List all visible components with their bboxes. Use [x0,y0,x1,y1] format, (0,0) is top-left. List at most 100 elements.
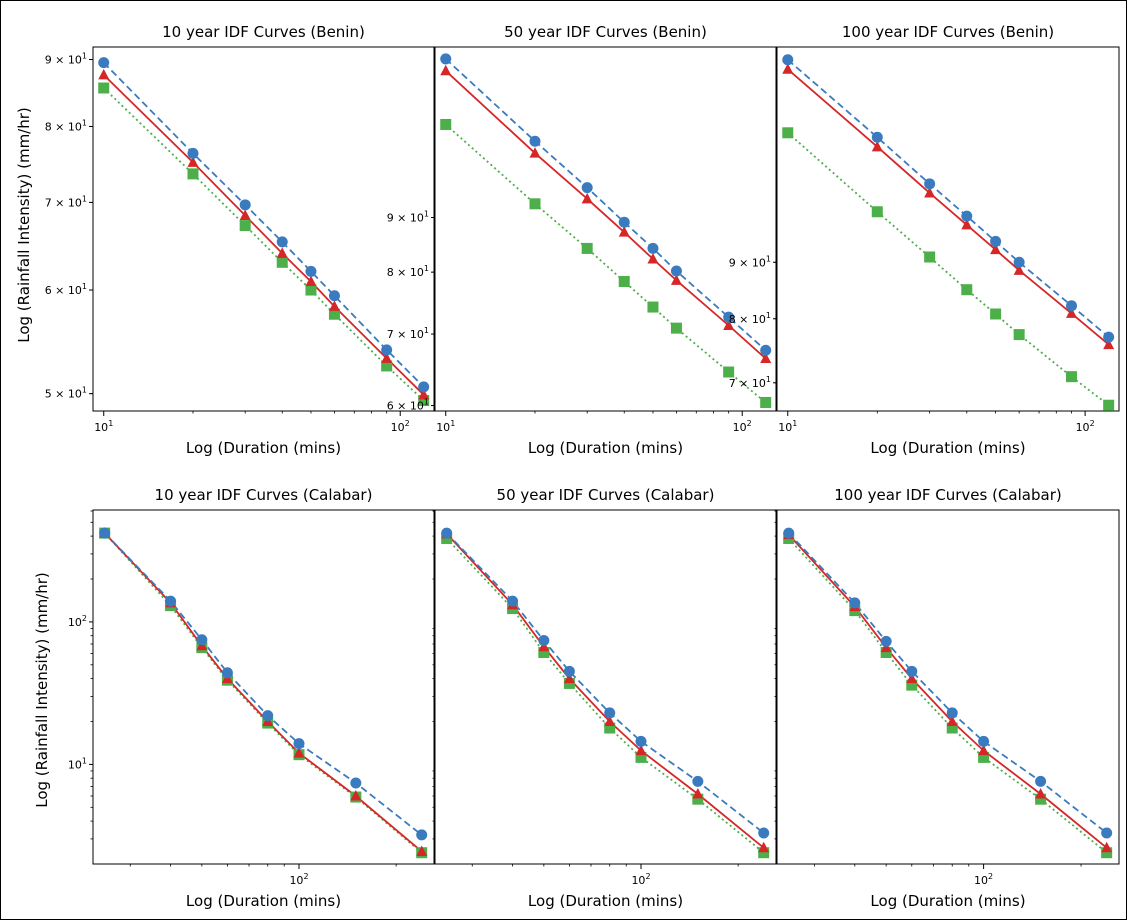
point-circle [647,242,659,254]
series-layer [98,57,430,407]
point-triangle [723,319,735,331]
series-line-square [103,87,425,402]
point-triangle [1101,841,1113,853]
series-line-circle [445,58,767,351]
x-tick-label: 102 [1076,419,1095,434]
subplot-5: 50 year IDF Curves (Calabar) Log (Duratio… [432,486,777,910]
y-tick-label: 8 × 101 [387,264,429,279]
subplot-1: 10 year IDF Curves (Benin) Log (Duration … [45,23,435,457]
point-triangle [440,64,452,76]
point-square [782,127,794,139]
series-line-triangle [445,70,767,360]
y-tick-label: 8 × 101 [45,118,87,133]
point-triangle [871,140,883,152]
axes-frame [776,46,1120,412]
plots-layer: 10 year IDF Curves (Benin) Log (Duration … [45,23,1120,910]
y-tick-label: 7 × 101 [45,194,87,209]
point-circle [99,527,111,539]
point-circle [635,735,647,747]
point-circle [692,775,704,787]
point-circle [196,634,208,646]
y-tick-label: 9 × 101 [45,51,87,66]
y-tick-label: 7 × 101 [387,326,429,341]
series-line-square [445,123,767,404]
point-square [581,242,593,254]
point-triangle [924,186,936,198]
point-circle [581,182,593,194]
subplot-title: 50 year IDF Curves (Calabar) [497,486,715,504]
x-axis-label: Log (Duration (mins) [186,439,341,457]
point-square [381,360,393,372]
subplot-title: 100 year IDF Curves (Benin) [842,23,1054,41]
point-square [440,118,452,130]
point-square [563,677,575,689]
point-triangle [604,715,616,727]
point-square [961,284,973,296]
point-square [1101,847,1113,859]
x-axis-label: Log (Duration (mins) [186,892,341,910]
subplot-6: 100 year IDF Curves (Calabar) Log (Durati… [774,486,1120,910]
point-circle [293,738,305,750]
point-circle [880,635,892,647]
subplot-title: 10 year IDF Curves (Benin) [162,23,365,41]
point-triangle [670,274,682,285]
point-circle [416,829,428,841]
x-tick-label: 101 [436,419,455,434]
point-circle [1066,300,1078,312]
point-square [1066,371,1078,383]
point-circle [98,57,110,69]
subplot-title: 100 year IDF Curves (Calabar) [834,486,1061,504]
point-triangle [978,744,990,756]
point-circle [783,527,795,539]
point-triangle [1035,787,1047,799]
y-tick-label: 8 × 101 [729,311,771,326]
point-circle [529,135,541,147]
point-square [760,396,772,408]
point-triangle [618,226,630,237]
point-square [98,82,110,94]
point-circle [441,527,453,539]
point-circle [538,635,550,647]
point-square [723,366,735,378]
axes-frame [92,46,435,412]
point-square [1103,399,1115,411]
point-circle [924,178,936,190]
point-triangle [946,715,958,727]
point-circle [221,667,233,679]
point-triangle [529,147,541,158]
point-square [647,301,659,313]
point-square [635,751,647,763]
y-tick-label: 6 × 101 [45,282,87,297]
point-circle [239,199,251,211]
point-circle [418,381,430,393]
y-tick-label: 5 × 101 [45,386,87,401]
y-tick-label: 7 × 101 [729,375,771,390]
axes-frame [434,509,777,865]
point-circle [604,707,616,719]
series-line-triangle [103,74,425,396]
point-circle [1101,827,1113,839]
point-triangle [1013,264,1025,275]
point-circle [782,54,794,66]
point-square [538,646,550,658]
point-triangle [692,787,704,799]
point-triangle [293,747,305,758]
point-circle [507,595,519,607]
point-circle [276,236,288,248]
point-triangle [328,300,340,311]
point-circle [165,595,177,607]
x-tick-label: 101 [778,419,797,434]
point-square [906,679,918,691]
x-tick-label: 102 [733,419,752,434]
point-square [990,308,1002,320]
y-tick-label: 101 [68,756,87,771]
subplot-2: 50 year IDF Curves (Benin) Log (Duration … [387,23,777,457]
point-square [924,251,936,263]
point-circle [961,210,973,222]
axes-frame [776,509,1120,865]
point-circle [440,53,452,65]
point-triangle [187,156,199,167]
subplot-title: 10 year IDF Curves (Calabar) [155,486,373,504]
point-circle [1103,331,1115,343]
point-circle [871,131,883,143]
